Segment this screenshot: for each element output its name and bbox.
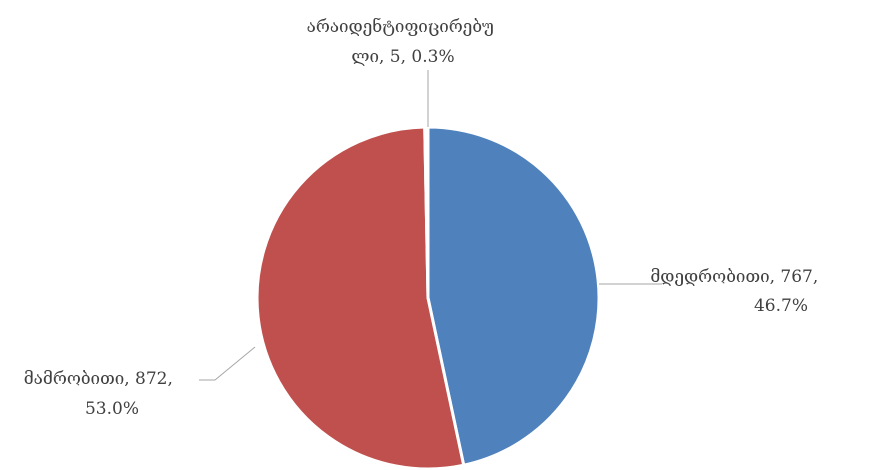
- slice-male: [255, 125, 466, 470]
- leader-lines: [199, 70, 662, 381]
- slice-female: [426, 125, 601, 467]
- pie-slices: [255, 125, 601, 470]
- label-female-line1: მდედრობითი, 767,: [650, 267, 818, 287]
- label-female: მდედრობითი, 767, 46.7%: [650, 267, 823, 316]
- label-male-line1: მამრობითი, 872,: [24, 369, 173, 389]
- leader-male: [199, 346, 256, 381]
- label-male: მამრობითი, 872, 53.0%: [24, 369, 179, 419]
- label-unidentified-line2: ლი, 5, 0.3%: [351, 47, 454, 67]
- label-unidentified: არაიდენტიფიცირებუ ლი, 5, 0.3%: [307, 17, 500, 67]
- label-unidentified-line1: არაიდენტიფიცირებუ: [307, 17, 494, 37]
- label-male-line2: 53.0%: [85, 399, 139, 419]
- data-labels: მდედრობითი, 767, 46.7% მამრობითი, 872, 5…: [24, 17, 823, 419]
- label-female-line2: 46.7%: [754, 296, 808, 316]
